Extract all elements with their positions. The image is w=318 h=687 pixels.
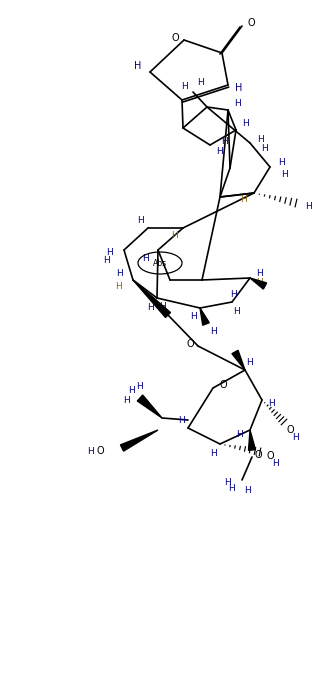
Text: H: H: [211, 326, 218, 335]
Text: O: O: [286, 425, 294, 435]
Text: H: H: [231, 289, 237, 298]
Text: H: H: [258, 135, 264, 144]
Text: H: H: [86, 447, 93, 455]
Text: H: H: [124, 396, 130, 405]
Text: H: H: [282, 170, 288, 179]
Text: H: H: [172, 231, 178, 240]
Text: H: H: [134, 61, 142, 71]
Text: O: O: [247, 18, 255, 28]
Text: H: H: [148, 302, 154, 311]
Text: H: H: [245, 486, 251, 495]
Text: O: O: [254, 450, 262, 460]
Text: H: H: [262, 144, 268, 153]
Text: H: H: [179, 416, 185, 425]
Text: H: H: [257, 278, 263, 286]
Text: H: H: [211, 449, 218, 458]
Text: O: O: [96, 446, 104, 456]
Text: H: H: [182, 82, 188, 91]
Text: O: O: [266, 451, 274, 461]
Polygon shape: [232, 350, 245, 370]
Text: H: H: [273, 458, 280, 467]
Text: H: H: [138, 216, 144, 225]
Text: O: O: [171, 33, 179, 43]
Text: H: H: [237, 429, 243, 438]
Text: H: H: [128, 385, 135, 394]
Polygon shape: [137, 395, 162, 418]
Text: H: H: [257, 269, 263, 278]
Text: H: H: [229, 484, 235, 493]
Text: H: H: [247, 357, 253, 366]
Text: H: H: [137, 381, 143, 390]
Text: H: H: [217, 146, 223, 155]
Text: H: H: [222, 137, 228, 146]
Text: H: H: [225, 477, 232, 486]
Text: H: H: [104, 256, 110, 264]
Text: O: O: [219, 380, 227, 390]
Text: H: H: [107, 247, 114, 256]
Text: H: H: [143, 254, 149, 262]
Text: H: H: [243, 118, 249, 128]
Text: H: H: [197, 78, 204, 87]
Polygon shape: [121, 430, 158, 451]
Text: H: H: [235, 98, 241, 107]
Text: Abs: Abs: [153, 258, 167, 267]
Polygon shape: [249, 430, 255, 451]
Polygon shape: [200, 308, 209, 325]
Text: H: H: [241, 194, 247, 203]
Polygon shape: [250, 278, 267, 289]
Text: H: H: [234, 306, 240, 315]
Text: H: H: [117, 269, 123, 278]
Text: H: H: [235, 83, 243, 93]
Text: H: H: [306, 201, 312, 210]
Polygon shape: [133, 280, 170, 317]
Text: H: H: [116, 282, 122, 291]
Text: H: H: [190, 311, 197, 321]
Text: H: H: [279, 157, 285, 166]
Text: O: O: [186, 339, 194, 349]
Text: H: H: [269, 398, 275, 407]
Text: H: H: [293, 433, 299, 442]
Text: H: H: [160, 302, 166, 311]
